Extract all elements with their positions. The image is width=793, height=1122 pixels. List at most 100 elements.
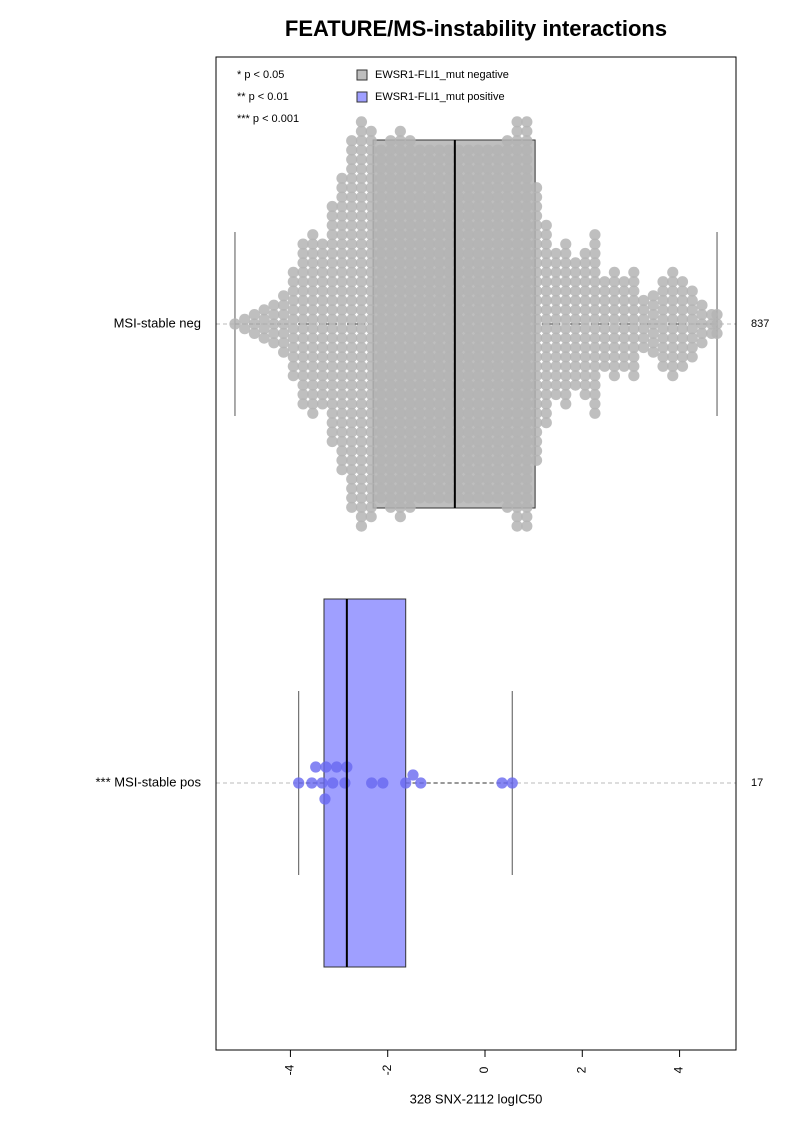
data-point: [287, 294, 299, 307]
data-point: [385, 341, 397, 354]
data-point: [579, 266, 591, 278]
data-point: [414, 351, 426, 363]
data-point: [462, 238, 475, 250]
data-point: [355, 482, 368, 495]
data-point: [326, 351, 338, 363]
data-point: [511, 426, 523, 438]
data-point: [433, 313, 445, 325]
data-point: [433, 219, 445, 231]
data-point: [560, 276, 572, 288]
data-point: [414, 407, 426, 419]
data-point: [472, 370, 484, 382]
data-point: [394, 304, 406, 316]
data-point: [599, 332, 611, 344]
data-point: [521, 144, 533, 156]
data-point: [433, 294, 445, 307]
data-point: [618, 313, 630, 325]
data-point: [686, 285, 698, 297]
data-point: [453, 313, 465, 325]
data-point: [501, 238, 513, 250]
data-point: [550, 360, 562, 372]
data-point: [686, 323, 698, 335]
data-point: [385, 144, 397, 156]
data-point: [326, 304, 338, 316]
data-point: [501, 219, 513, 231]
data-point: [501, 153, 513, 166]
data-point: [355, 219, 368, 231]
data-point: [560, 398, 572, 410]
data-point: [462, 210, 475, 222]
data-point: [365, 492, 377, 504]
data-point: [608, 370, 620, 382]
data-point: [355, 323, 368, 335]
data-point: [297, 238, 309, 250]
data-point: [365, 294, 377, 307]
data-point: [569, 323, 582, 335]
data-point: [540, 238, 552, 250]
data-point: [462, 482, 475, 495]
data-point: [608, 294, 620, 307]
data-point: [385, 492, 397, 504]
data-point: [482, 417, 494, 429]
data-point: [511, 285, 523, 297]
data-point: [657, 313, 669, 325]
data-point: [472, 341, 484, 354]
data-point: [589, 238, 601, 250]
legend-label: EWSR1-FLI1_mut positive: [375, 91, 505, 103]
data-point: [365, 135, 377, 147]
x-axis-label: 328 SNX-2112 logIC50: [410, 1091, 543, 1106]
data-point: [346, 426, 358, 438]
data-point: [433, 360, 445, 372]
data-point: [365, 191, 377, 203]
data-point: [326, 200, 338, 213]
data-point: [423, 370, 436, 382]
data-point: [579, 341, 591, 354]
data-point: [385, 454, 397, 466]
data-point: [492, 238, 504, 250]
data-point: [278, 346, 290, 358]
data-point: [346, 379, 358, 391]
data-point: [657, 285, 669, 297]
data-point: [394, 492, 406, 504]
data-point: [258, 313, 270, 325]
data-point: [550, 247, 562, 260]
data-point: [521, 511, 533, 523]
data-point: [589, 285, 601, 297]
data-point: [394, 482, 406, 495]
data-point: [530, 276, 543, 288]
data-point: [307, 294, 319, 307]
data-point: [618, 332, 630, 344]
data-point: [492, 182, 504, 194]
data-point: [385, 276, 397, 288]
data-point: [530, 294, 543, 307]
data-point: [375, 304, 387, 316]
data-point: [404, 473, 416, 485]
data-point: [676, 304, 689, 316]
data-point: [394, 417, 406, 429]
data-point: [336, 435, 348, 448]
data-point: [404, 200, 416, 213]
data-point: [394, 219, 406, 231]
data-point: [336, 200, 348, 213]
data-point: [326, 313, 338, 325]
data-point: [569, 351, 582, 363]
data-point: [394, 351, 406, 363]
data-point: [377, 777, 389, 789]
data-point: [404, 276, 416, 288]
data-point: [433, 285, 445, 297]
data-point: [569, 257, 582, 269]
data-point: [482, 238, 494, 250]
data-point: [569, 276, 582, 288]
data-point: [647, 299, 659, 311]
data-point: [550, 294, 562, 307]
data-point: [258, 332, 270, 344]
data-point: [355, 454, 368, 466]
data-point: [346, 351, 358, 363]
data-point: [394, 473, 406, 485]
data-point: [414, 445, 426, 457]
data-point: [365, 370, 377, 382]
data-point: [521, 473, 533, 485]
data-point: [521, 398, 533, 410]
data-point: [385, 182, 397, 194]
